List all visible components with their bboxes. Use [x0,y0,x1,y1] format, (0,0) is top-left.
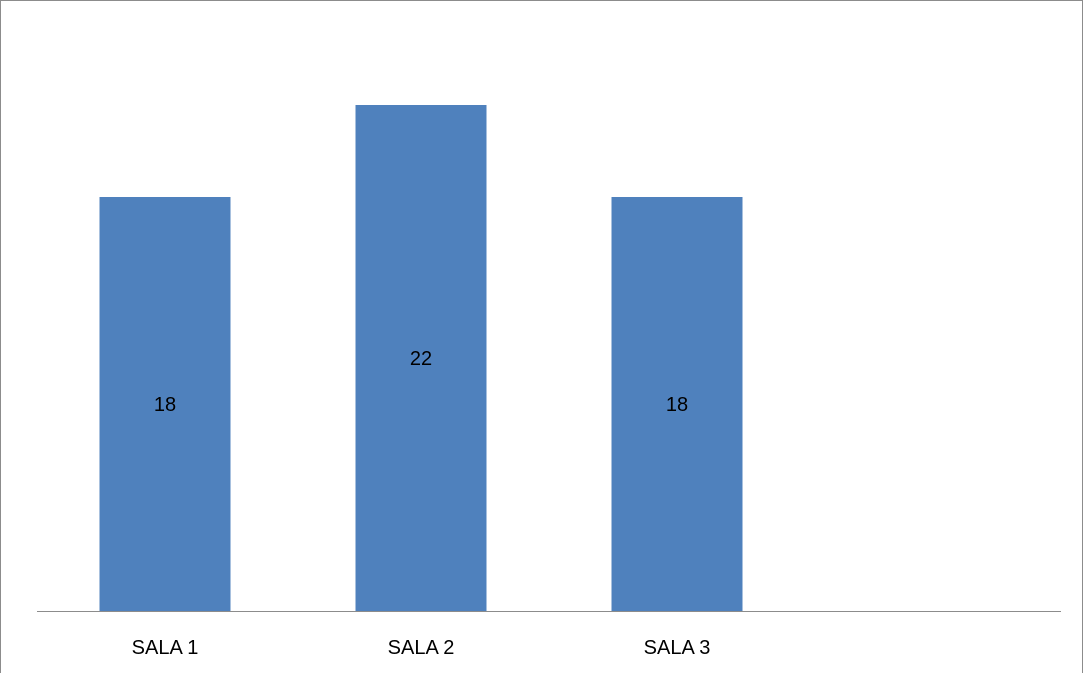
bar-1 [99,197,231,611]
x-tick-label-2: SALA 2 [388,637,455,659]
data-label-2: 22 [410,348,432,370]
bar-3 [611,197,743,611]
x-tick-label-1: SALA 1 [132,637,199,659]
x-tick-labels: SALA 1 SALA 2 SALA 3 [132,637,711,659]
data-label-1: 18 [154,394,176,416]
data-labels-layer: 18 22 18 [154,348,688,416]
bars-layer [99,105,743,611]
bar-2 [355,105,487,611]
x-tick-label-3: SALA 3 [644,637,711,659]
data-label-3: 18 [666,394,688,416]
